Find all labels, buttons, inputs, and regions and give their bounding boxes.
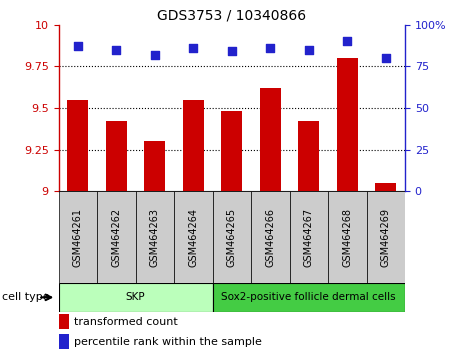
Bar [212,191,251,283]
Text: GSM464263: GSM464263 [150,208,160,267]
Bar [135,191,174,283]
Bar [106,121,127,191]
Text: GSM464266: GSM464266 [265,208,275,267]
Point [305,47,312,52]
Text: GSM464269: GSM464269 [381,208,391,267]
Text: cell type: cell type [2,292,50,302]
Bar [58,314,69,329]
Point [228,48,235,54]
Point [151,52,158,58]
Bar [67,99,88,191]
Bar [366,191,405,283]
Text: GSM464261: GSM464261 [73,208,83,267]
Text: GSM464267: GSM464267 [304,207,314,267]
Bar [58,334,69,348]
Bar [58,283,212,312]
Text: GSM464265: GSM464265 [227,207,237,267]
Bar [97,191,135,283]
Point [74,44,81,49]
Bar [289,191,328,283]
Point [382,55,389,61]
Bar [298,121,320,191]
Bar [337,58,358,191]
Text: Sox2-positive follicle dermal cells: Sox2-positive follicle dermal cells [221,292,396,302]
Bar [221,111,243,191]
Point [189,45,197,51]
Bar [183,99,204,191]
Bar [260,88,281,191]
Point [344,39,351,44]
Bar [144,141,165,191]
Point [112,47,120,52]
Text: GSM464264: GSM464264 [188,208,198,267]
Bar [375,183,396,191]
Text: GSM464268: GSM464268 [342,208,352,267]
Title: GDS3753 / 10340866: GDS3753 / 10340866 [157,8,306,22]
Bar [251,191,289,283]
Text: percentile rank within the sample: percentile rank within the sample [74,337,262,347]
Bar [58,191,97,283]
Text: GSM464262: GSM464262 [111,207,121,267]
Bar [174,191,212,283]
Bar [328,191,366,283]
Bar [212,283,405,312]
Point [267,45,274,51]
Text: transformed count: transformed count [74,317,178,327]
Text: SKP: SKP [126,292,145,302]
